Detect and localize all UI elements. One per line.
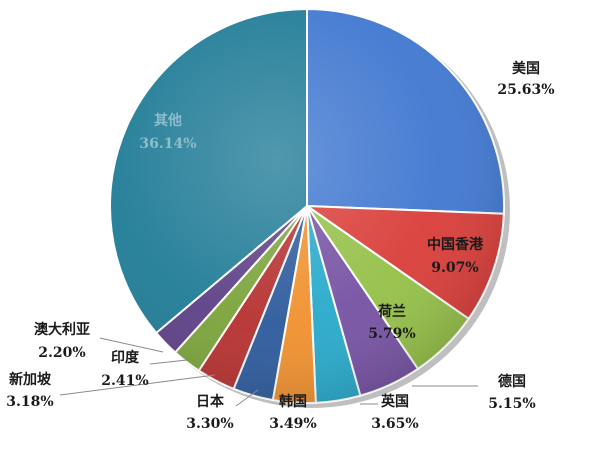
pie-slices <box>109 7 505 404</box>
slice-name-label: 新加坡 <box>9 371 52 388</box>
slice-name-label: 美国 <box>512 60 540 77</box>
slice-labels: 美国 25.63% 中国香港 9.07% 荷兰 5.79% 德国 5.15% 英国 3.65% 韩国… <box>6 60 554 432</box>
leader-lines <box>59 337 478 407</box>
slice-name-label: 印度 <box>111 349 140 366</box>
leader-line-8 <box>59 374 216 396</box>
slice-percent-label: 3.49% <box>269 416 316 432</box>
slice-percent-label: 3.30% <box>186 416 233 432</box>
slice-percent-label: 5.15% <box>488 396 535 412</box>
slice-name-label: 荷兰 <box>377 303 406 320</box>
slice-percent-label: 3.65% <box>371 416 418 432</box>
slice-percent-label: 2.41% <box>101 373 148 389</box>
slice-percent-label: 2.20% <box>38 345 85 361</box>
slice-percent-label: 9.07% <box>431 260 478 276</box>
leader-line-7 <box>235 389 259 407</box>
pie-slice-1 <box>306 7 505 215</box>
slice-name-label: 德国 <box>498 373 526 390</box>
slice-name-label: 中国香港 <box>427 236 484 253</box>
slice-name-label: 英国 <box>380 393 409 410</box>
slice-name-label: 其他 <box>154 112 182 129</box>
slice-percent-label: 25.63% <box>497 82 554 98</box>
slice-percent-label: 36.14% <box>139 136 196 152</box>
slice-name-label: 日本 <box>196 393 225 410</box>
slice-percent-label: 5.79% <box>368 326 415 342</box>
leader-line-10 <box>99 337 164 353</box>
slice-name-label: 韩国 <box>279 393 307 410</box>
leader-line-9 <box>149 359 188 365</box>
slice-percent-label: 3.18% <box>6 394 53 410</box>
slice-name-label: 澳大利亚 <box>34 321 90 338</box>
